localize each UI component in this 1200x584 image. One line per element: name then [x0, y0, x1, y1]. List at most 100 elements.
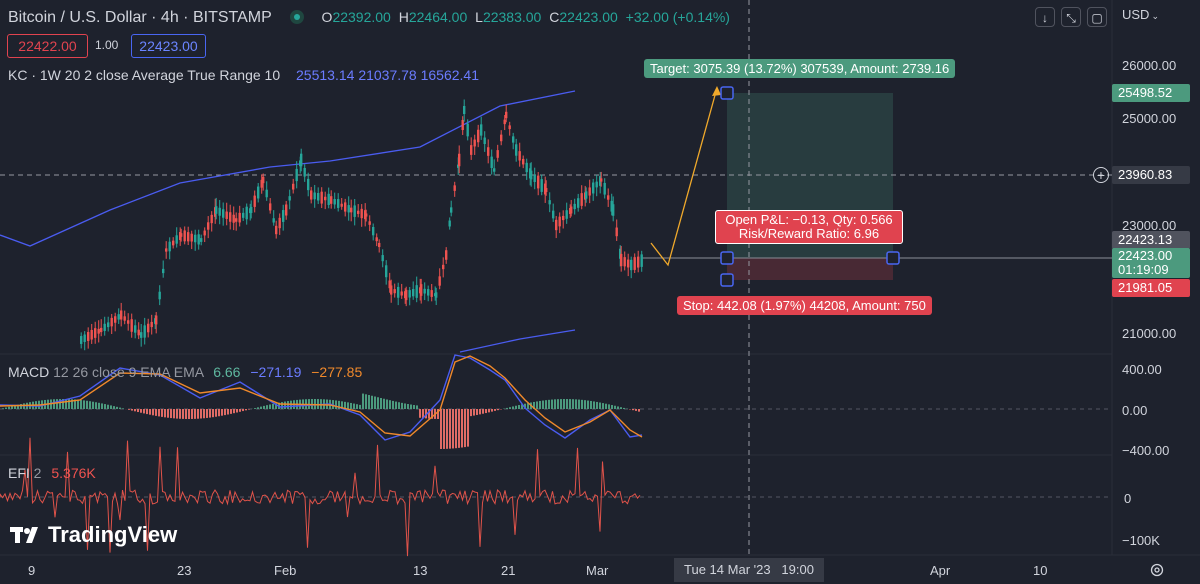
- candle-body: [603, 182, 606, 195]
- candle-body: [232, 214, 235, 223]
- candle-body: [518, 151, 521, 161]
- last-price-tag: 22423.13: [1112, 231, 1190, 249]
- candle-body: [260, 179, 263, 188]
- candle-body: [80, 336, 83, 344]
- target-price-tag: 25498.52: [1112, 84, 1190, 102]
- fullscreen-icon[interactable]: ▢: [1087, 7, 1107, 27]
- candle-body: [353, 205, 356, 217]
- sell-button[interactable]: 22422.00: [7, 34, 88, 58]
- candle-body: [450, 207, 453, 213]
- candle-body: [238, 212, 241, 223]
- tradingview-logo[interactable]: TradingView: [10, 522, 177, 548]
- arrow-down-icon[interactable]: ↓: [1035, 7, 1055, 27]
- candle-body: [530, 170, 533, 180]
- compress-icon[interactable]: ⤡: [1061, 7, 1081, 27]
- candle-body: [303, 167, 306, 177]
- efi-legend[interactable]: EFI 2 5.376K: [8, 465, 96, 481]
- candle-body: [123, 316, 126, 321]
- candle-body: [158, 291, 161, 300]
- candle-body: [130, 319, 133, 332]
- candle-body: [427, 289, 430, 296]
- candle-body: [337, 199, 340, 208]
- symbol-title[interactable]: Bitcoin / U.S. Dollar · 4h · BITSTAMP: [8, 9, 272, 26]
- candle-body: [150, 321, 153, 328]
- candle-body: [357, 210, 360, 214]
- pnl-label[interactable]: Open P&L: −0.13, Qty: 0.566 Risk/Reward …: [715, 210, 903, 244]
- candle-body: [87, 332, 90, 341]
- candle-body: [637, 256, 640, 268]
- crosshair-price-tag: 23960.83: [1112, 166, 1190, 184]
- candle-body: [522, 158, 525, 165]
- candle-body: [588, 187, 591, 196]
- candle-body: [573, 203, 576, 210]
- candle-body: [375, 237, 378, 242]
- ohlc-change: +32.00 (+0.14%): [625, 9, 730, 25]
- candle-body: [90, 329, 93, 340]
- candle-body: [194, 234, 197, 243]
- candle-body: [107, 322, 110, 328]
- stop-label[interactable]: Stop: 442.08 (1.97%) 44208, Amount: 750: [677, 296, 932, 315]
- ohlc-open-label: O: [321, 9, 333, 25]
- candle-body: [175, 235, 178, 244]
- candle-body: [218, 207, 221, 216]
- position-handle[interactable]: [720, 251, 734, 265]
- candle-body: [313, 192, 316, 200]
- candle-body: [97, 328, 100, 334]
- candle-body: [577, 198, 580, 208]
- candle-body: [408, 290, 411, 298]
- candle-body: [453, 185, 456, 191]
- candle-body: [500, 134, 503, 142]
- macd-legend[interactable]: MACD 12 26 close 9 EMA EMA 6.66 −271.19 …: [8, 364, 362, 380]
- candle-body: [473, 139, 476, 147]
- candle-body: [423, 288, 426, 294]
- pnl-line: Open P&L: −0.13, Qty: 0.566: [725, 212, 893, 227]
- candle-body: [100, 327, 103, 333]
- position-handle[interactable]: [886, 251, 900, 265]
- candle-body: [155, 315, 158, 325]
- candle-body: [405, 289, 408, 301]
- candle-body: [470, 145, 473, 155]
- kc-upper-line: [0, 90, 576, 247]
- chevron-down-icon: ⌄: [1151, 11, 1159, 21]
- tradingview-logo-icon: [10, 527, 38, 543]
- candle-body: [503, 119, 506, 125]
- candle-body: [190, 233, 193, 242]
- currency-select[interactable]: USD ⌄: [1122, 7, 1159, 22]
- candle-body: [165, 248, 168, 252]
- candle-body: [134, 325, 137, 333]
- candle-body: [448, 220, 451, 227]
- candle-body: [365, 213, 368, 217]
- price-axis-label: 21000.00: [1122, 326, 1177, 341]
- gear-icon[interactable]: [1148, 561, 1166, 579]
- plus-circle-icon[interactable]: +: [1093, 167, 1109, 183]
- macd-signal-value: −277.85: [311, 364, 363, 380]
- target-label[interactable]: Target: 3075.39 (13.72%) 307539, Amount:…: [644, 59, 956, 78]
- position-handle[interactable]: [720, 86, 734, 100]
- ohlc-open: 22392.00: [332, 9, 391, 25]
- candle-body: [537, 175, 540, 189]
- kc-lower: 16562.41: [420, 67, 480, 83]
- candle-body: [272, 218, 275, 223]
- market-status-icon: [289, 10, 304, 24]
- price-axis-label: 26000.00: [1122, 58, 1177, 73]
- buy-button[interactable]: 22423.00: [131, 34, 206, 58]
- candle-body: [307, 178, 310, 191]
- position-handle[interactable]: [720, 273, 734, 287]
- kc-upper: 25513.14: [296, 67, 355, 83]
- candle-body: [229, 212, 232, 222]
- macd-line-value: −271.19: [250, 364, 302, 380]
- candle-body: [210, 214, 213, 224]
- rr-line: Risk/Reward Ratio: 6.96: [738, 226, 880, 241]
- candle-body: [324, 196, 327, 201]
- candle-body: [540, 179, 543, 192]
- candle-body: [114, 316, 117, 323]
- kc-legend[interactable]: KC · 1W 20 2 close Average True Range 10…: [8, 67, 479, 83]
- candle-body: [487, 147, 490, 156]
- time-axis-label: 10: [1033, 563, 1048, 578]
- candle-body: [505, 111, 508, 119]
- candle-body: [242, 212, 245, 218]
- candle-body: [147, 323, 150, 333]
- candle-body: [615, 227, 618, 237]
- loss-zone: [727, 258, 893, 280]
